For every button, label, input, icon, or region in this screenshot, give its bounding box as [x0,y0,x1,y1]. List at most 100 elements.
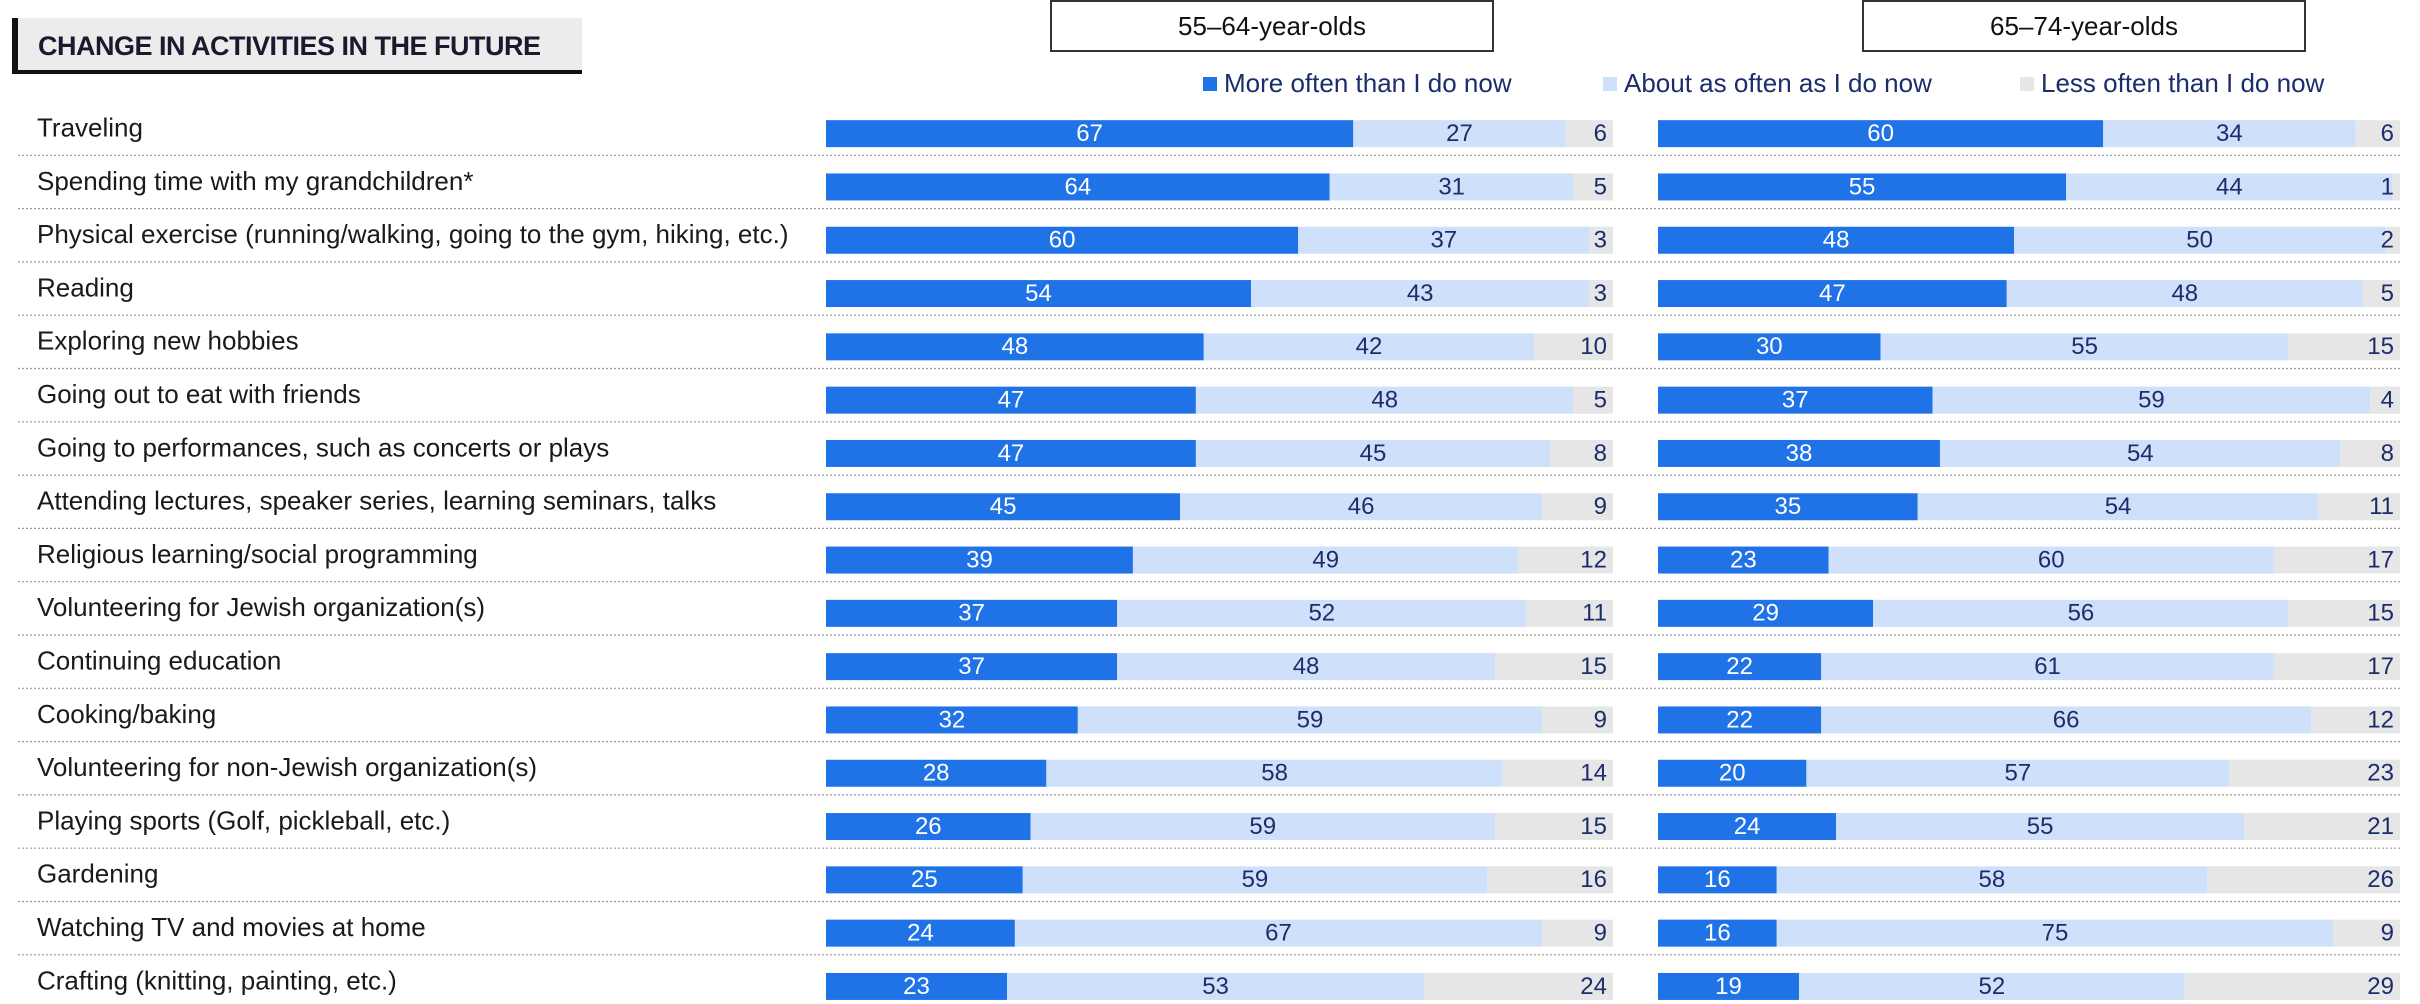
bar-segment-less [1424,972,1613,1000]
data-label-about: 54 [2105,493,2132,520]
bar-segment-less [1494,653,1613,681]
data-label-less: 24 [1580,973,1607,1000]
category-label: Gardening [37,859,158,889]
group-label-55-64: 55–64-year-olds [1050,0,1494,52]
data-label-about: 49 [1312,546,1339,573]
data-label-more: 22 [1726,653,1753,680]
bar-segment-less [2288,599,2400,627]
category-label: Traveling [37,113,143,143]
bar-segment-about [1117,653,1495,681]
data-label-more: 23 [903,973,930,1000]
bar-segment-more [826,546,1133,574]
data-label-more: 28 [923,760,950,787]
bar-segment-about [1932,386,2371,414]
bar-segment-less [2207,866,2400,894]
data-label-more: 29 [1752,600,1779,627]
bar-segment-about [1821,706,2311,734]
data-label-more: 47 [1819,280,1846,307]
data-label-less: 15 [2367,333,2394,360]
bar-segment-more [826,173,1330,201]
bar-segment-less [1542,706,1613,734]
data-label-about: 48 [1293,653,1320,680]
data-label-less: 3 [1594,227,1607,254]
data-label-about: 61 [2034,653,2061,680]
group-label-65-74: 65–74-year-olds [1862,0,2306,52]
category-label: Attending lectures, speaker series, lear… [37,486,716,516]
data-label-less: 6 [1594,120,1607,147]
bar-segment-less [2392,173,2400,201]
data-label-more: 37 [958,653,985,680]
bar-segment-less [1589,226,1613,254]
data-label-less: 14 [1580,760,1607,787]
data-label-about: 57 [2005,760,2032,787]
bar-segment-more [1658,173,2067,201]
data-label-about: 31 [1438,173,1465,200]
data-label-more: 48 [1823,227,1850,254]
bar-segment-less [1534,333,1613,361]
bar-segment-more [1658,972,1799,1000]
bar-segment-less [1487,866,1613,894]
bar-segment-more [1658,546,1829,574]
data-label-more: 48 [1002,333,1029,360]
data-label-about: 54 [2127,440,2154,467]
data-label-about: 45 [1360,440,1387,467]
bar-segment-more [826,333,1204,361]
bar-segment-more [826,280,1251,308]
bar-segment-about [2014,226,2386,254]
bar-segment-less [2184,972,2400,1000]
category-label: Volunteering for non-Jewish organization… [37,752,537,782]
bar-segment-about [1007,972,1425,1000]
bar-segment-less [2370,386,2400,414]
bar-segment-less [2362,280,2400,308]
bar-segment-more [1658,386,1933,414]
data-label-about: 27 [1446,120,1473,147]
data-label-about: 48 [1371,386,1398,413]
data-label-less: 5 [1594,173,1607,200]
data-label-more: 20 [1719,760,1746,787]
bar-segment-about [1195,386,1574,414]
data-label-more: 47 [998,440,1025,467]
data-label-less: 17 [2367,546,2394,573]
data-label-about: 42 [1356,333,1383,360]
data-label-more: 45 [990,493,1017,520]
bar-segment-more [1658,226,2015,254]
data-label-about: 59 [1297,706,1324,733]
bar-segment-more [826,653,1118,681]
data-label-more: 55 [1849,173,1876,200]
bar-segment-about [1329,173,1574,201]
bar-segment-about [1077,706,1543,734]
data-label-less: 12 [2367,706,2394,733]
bar-segment-about [1203,333,1535,361]
bar-segment-less [2310,706,2400,734]
bar-segment-more [1658,493,1918,521]
data-label-less: 15 [2367,600,2394,627]
data-label-about: 60 [2038,546,2065,573]
data-label-less: 11 [1582,600,1607,627]
bar-segment-more [826,759,1047,787]
bar-segment-less [1589,280,1613,308]
data-label-less: 15 [1580,813,1607,840]
bar-segment-less [1573,386,1613,414]
bar-segment-about [1117,599,1527,627]
data-label-more: 23 [1730,546,1757,573]
chart-title: CHANGE IN ACTIVITIES IN THE FUTURE [38,31,541,61]
data-label-more: 64 [1064,173,1091,200]
data-label-more: 26 [915,813,942,840]
bar-segment-less [2273,546,2400,574]
bar-segment-about [1917,493,2319,521]
data-label-more: 30 [1756,333,1783,360]
category-label: Exploring new hobbies [37,326,299,356]
data-label-less: 21 [2367,813,2394,840]
legend-item-about: About as often as I do now [1603,68,1932,99]
data-label-about: 46 [1348,493,1375,520]
category-label: Physical exercise (running/walking, goin… [37,219,788,249]
data-label-less: 9 [2381,919,2394,946]
data-label-about: 53 [1202,973,1229,1000]
data-label-less: 6 [2381,120,2394,147]
bar-segment-more [826,813,1031,841]
bar-segment-more [1658,333,1881,361]
data-label-about: 48 [2171,280,2198,307]
bar-segment-more [1658,120,2104,148]
data-label-more: 47 [998,386,1025,413]
bar-segment-about [1880,333,2289,361]
